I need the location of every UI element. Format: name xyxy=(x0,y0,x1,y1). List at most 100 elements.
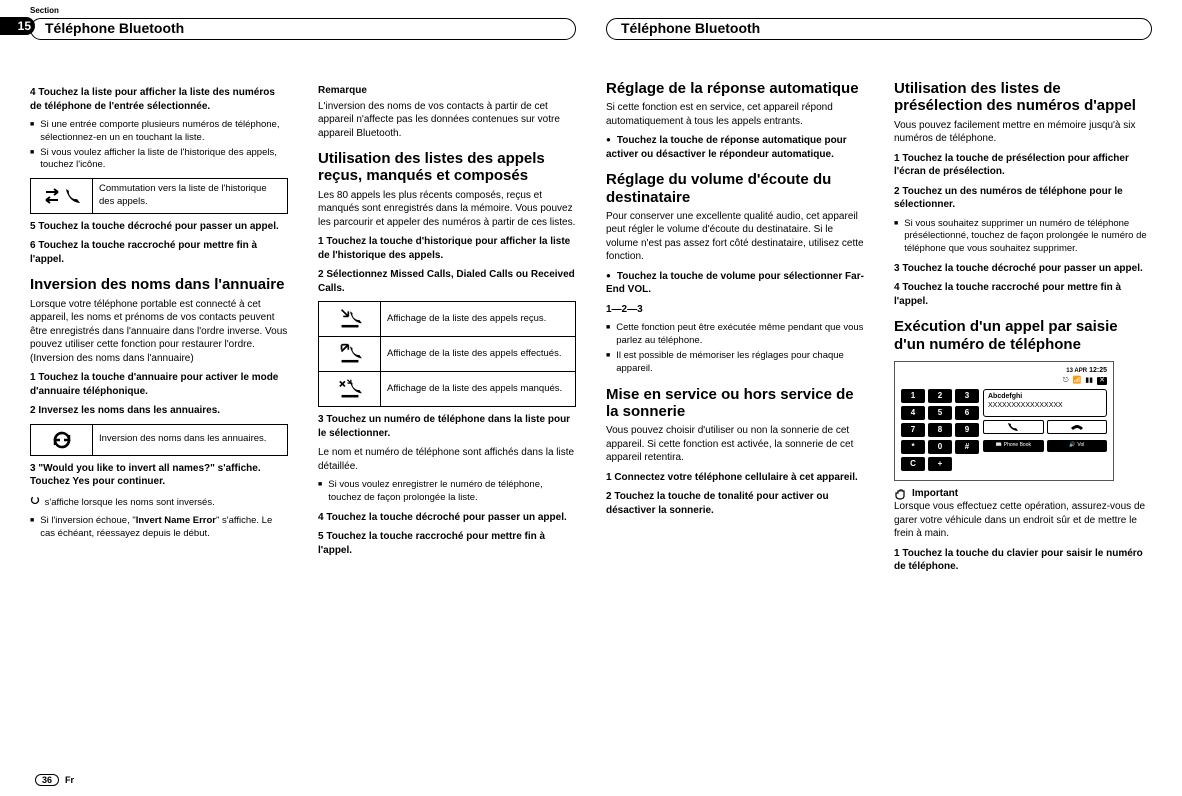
dialed-icon xyxy=(319,337,381,371)
icon-box-history: Commutation vers la liste de l'historiqu… xyxy=(30,178,288,214)
c2-step5: 5 Touchez la touche raccroché pour mettr… xyxy=(318,530,576,557)
c4-step1: 1 Touchez la touche de présélection pour… xyxy=(894,152,1152,179)
c4-step2: 2 Touchez un des numéros de téléphone po… xyxy=(894,185,1152,212)
columns: 4 Touchez la liste pour afficher la list… xyxy=(30,80,1152,580)
close-icon: ✕ xyxy=(1097,377,1107,385)
c2-step3-p: Le nom et numéro de téléphone sont affic… xyxy=(318,446,576,473)
header-left: Téléphone Bluetooth xyxy=(30,18,576,40)
header-row: Téléphone Bluetooth Téléphone Bluetooth xyxy=(30,18,1152,40)
c1-i3-b: ■Si l'inversion échoue, "Invert Name Err… xyxy=(30,515,288,541)
c2-step3: 3 Touchez un numéro de téléphone dans la… xyxy=(318,413,576,440)
row-dialed: Affichage de la liste des appels effectu… xyxy=(319,336,575,371)
c3-vol-sub1: ■Cette fonction peut être exécutée même … xyxy=(606,322,864,348)
spinner-icon xyxy=(30,495,42,505)
column-2: Remarque L'inversion des noms de vos con… xyxy=(318,80,576,580)
c2-remarque: Remarque xyxy=(318,84,576,98)
c1-step-i2: 2 Inversez les noms dans les annuaires. xyxy=(30,404,288,418)
column-4: Utilisation des listes de présélection d… xyxy=(894,80,1152,580)
section-number: 15 xyxy=(0,17,35,35)
lang-code: Fr xyxy=(65,775,74,785)
c1-b4a: ■Si une entrée comporte plusieurs numéro… xyxy=(30,119,288,145)
kp-0: 0 xyxy=(928,440,952,454)
c3-b-vol: Touchez la touche de volume pour sélecti… xyxy=(606,270,864,297)
c3-p-auto: Si cette fonction est en service, cet ap… xyxy=(606,101,864,128)
kp-side xyxy=(983,420,1107,434)
missed-icon xyxy=(319,372,381,406)
c1-h-inversion: Inversion des noms dans l'annuaire xyxy=(30,276,288,293)
hangup-icon xyxy=(1047,420,1108,434)
kp-hash: # xyxy=(955,440,979,454)
icon-box-history-text: Commutation vers la liste de l'historiqu… xyxy=(93,179,287,213)
c3-p-vol: Pour conserver une excellente qualité au… xyxy=(606,210,864,264)
kp-status: ⎋ 📶 ▮▮ ✕ xyxy=(901,376,1107,385)
c2-remarque-p: L'inversion des noms de vos contacts à p… xyxy=(318,100,576,141)
c4-p-preset: Vous pouvez facilement mettre en mémoire… xyxy=(894,119,1152,146)
c3-h-ring: Mise en service ou hors service de la so… xyxy=(606,386,864,421)
c4-step3: 3 Touchez la touche décroché pour passer… xyxy=(894,262,1152,276)
c2-step4: 4 Touchez la touche décroché pour passer… xyxy=(318,511,576,525)
row-received-text: Affichage de la liste des appels reçus. xyxy=(381,302,575,336)
c4-d-step1: 1 Touchez la touche du clavier pour sais… xyxy=(894,547,1152,574)
row-missed: Affichage de la liste des appels manqués… xyxy=(319,371,575,406)
kp-plus: + xyxy=(928,457,952,471)
page-number: 36 xyxy=(35,774,59,786)
c2-step3-b: ■Si vous voulez enregistrer le numéro de… xyxy=(318,479,576,505)
c2-h-listes: Utilisation des listes des appels reçus,… xyxy=(318,150,576,185)
c1-p-inversion: Lorsque votre téléphone portable est con… xyxy=(30,298,288,366)
bt-icon: ⎋ xyxy=(1063,376,1069,385)
icon-box-invert: Inversion des noms dans les annuaires. xyxy=(30,424,288,456)
icon-box-invert-text: Inversion des noms dans les annuaires. xyxy=(93,425,287,455)
kp-4: 4 xyxy=(901,406,925,420)
c4-step2-b: ■Si vous souhaitez supprimer un numéro d… xyxy=(894,218,1152,256)
kp-2: 2 xyxy=(928,389,952,403)
row-missed-text: Affichage de la liste des appels manqués… xyxy=(381,372,575,406)
c3-h-vol: Réglage du volume d'écoute du destinatai… xyxy=(606,171,864,206)
section-label: Section xyxy=(30,6,59,15)
c4-h-preset: Utilisation des listes de présélection d… xyxy=(894,80,1152,115)
c1-i3-sub: s'affiche lorsque les noms sont inversés… xyxy=(30,495,288,510)
kp-8: 8 xyxy=(928,423,952,437)
c1-b4b: ■Si vous voulez afficher la liste de l'h… xyxy=(30,147,288,173)
signal-icon: 📶 xyxy=(1073,376,1082,385)
kp-5: 5 xyxy=(928,406,952,420)
c3-p-ring: Vous pouvez choisir d'utiliser ou non la… xyxy=(606,424,864,465)
kp-1: 1 xyxy=(901,389,925,403)
kp-star: * xyxy=(901,440,925,454)
c1-step5: 5 Touchez la touche décroché pour passer… xyxy=(30,220,288,234)
vol-btn: 🔊Vol xyxy=(1047,440,1108,452)
c4-important-p: Lorsque vous effectuez cette opération, … xyxy=(894,500,1152,541)
column-1: 4 Touchez la liste pour afficher la list… xyxy=(30,80,288,580)
important-row: Important xyxy=(894,487,1152,501)
kp-body: 1 2 3 4 5 6 7 8 9 * 0 # C + xyxy=(901,389,1107,471)
received-icon xyxy=(319,302,381,336)
kp-7: 7 xyxy=(901,423,925,437)
row-received: Affichage de la liste des appels reçus. xyxy=(319,302,575,336)
call-list-table: Affichage de la liste des appels reçus. … xyxy=(318,301,576,407)
c3-vol-seq: 1—2—3 xyxy=(606,303,864,317)
swap-phone-icon xyxy=(31,179,93,213)
c3-r-step2: 2 Touchez la touche de tonalité pour act… xyxy=(606,490,864,517)
keypad-figure: 13 APR 12:25 ⎋ 📶 ▮▮ ✕ 1 2 3 4 5 xyxy=(894,361,1114,481)
header-right: Téléphone Bluetooth xyxy=(606,18,1152,40)
c2-step2: 2 Sélectionnez Missed Calls, Dialed Call… xyxy=(318,268,576,295)
c1-step6: 6 Touchez la touche raccroché pour mettr… xyxy=(30,239,288,266)
c3-vol-sub2: ■Il est possible de mémoriser les réglag… xyxy=(606,350,864,376)
call-icon xyxy=(983,420,1044,434)
page: Section 15 Téléphone Bluetooth Téléphone… xyxy=(0,0,1182,796)
c3-b-auto: Touchez la touche de réponse automatique… xyxy=(606,134,864,161)
kp-c: C xyxy=(901,457,925,471)
c2-step1: 1 Touchez la touche d'historique pour af… xyxy=(318,235,576,262)
kp-display: Abcdefghi XXXXXXXXXXXXXXXX xyxy=(983,389,1107,417)
refresh-icon xyxy=(31,425,93,455)
page-footer: 36 Fr xyxy=(35,774,74,786)
hand-icon xyxy=(894,488,908,500)
c4-h-dial: Exécution d'un appel par saisie d'un num… xyxy=(894,318,1152,353)
c3-r-step1: 1 Connectez votre téléphone cellulaire à… xyxy=(606,471,864,485)
c1-step-i1: 1 Touchez la touche d'annuaire pour acti… xyxy=(30,371,288,398)
battery-icon: ▮▮ xyxy=(1085,376,1093,385)
kp-right: Abcdefghi XXXXXXXXXXXXXXXX 📖Phone Book 🔊… xyxy=(983,389,1107,471)
c2-p-listes: Les 80 appels les plus récents composés,… xyxy=(318,189,576,230)
column-3: Réglage de la réponse automatique Si cet… xyxy=(606,80,864,580)
c1-step4: 4 Touchez la liste pour afficher la list… xyxy=(30,86,288,113)
kp-9: 9 xyxy=(955,423,979,437)
